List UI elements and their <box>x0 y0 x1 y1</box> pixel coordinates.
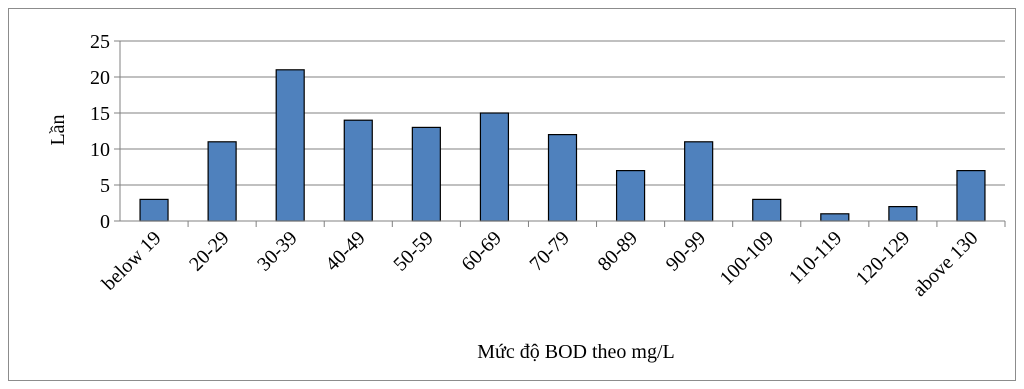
x-tick-label: 110-119 <box>785 227 847 289</box>
x-tick-label: 60-69 <box>457 227 506 276</box>
bar <box>411 126 441 222</box>
x-tick-label: 30-39 <box>253 227 302 276</box>
x-tick-label: 70-79 <box>525 227 574 276</box>
bar <box>139 198 169 222</box>
bar <box>956 170 986 222</box>
x-tick-label: 50-59 <box>389 227 438 276</box>
y-tick-label: 10 <box>90 139 110 161</box>
bar <box>343 119 373 222</box>
y-tick-label: 5 <box>100 175 110 197</box>
bar <box>479 112 510 222</box>
y-tick-labels: 0 5 10 15 20 25 <box>90 31 110 233</box>
y-tick-label: 25 <box>90 31 110 53</box>
x-tick-labels: below 19 20-29 30-39 40-49 50-59 60-69 70-79 80… <box>98 227 983 301</box>
bar <box>547 134 578 222</box>
bar <box>684 141 714 222</box>
x-tick-label: 80-89 <box>594 227 643 276</box>
x-tick-label: 90-99 <box>662 227 711 276</box>
y-tick-label: 20 <box>90 67 110 89</box>
bar <box>615 170 646 222</box>
bar <box>275 69 305 222</box>
bar <box>888 206 918 222</box>
x-tick-label: below 19 <box>98 227 166 295</box>
x-tick-label: 120-129 <box>852 227 915 290</box>
x-axis-title: Mức độ BOD theo mg/L <box>477 341 675 363</box>
y-tick-label: 0 <box>100 211 110 233</box>
x-tick-label: 40-49 <box>321 227 370 276</box>
x-tick-label: above 130 <box>908 227 982 301</box>
bars <box>139 69 986 222</box>
chart-frame <box>8 8 1016 381</box>
bar <box>752 198 782 222</box>
y-tick-label: 15 <box>90 103 110 125</box>
bar <box>820 213 850 222</box>
x-tick-label: 20-29 <box>185 227 234 276</box>
gridlines <box>114 40 1006 227</box>
bar <box>207 141 237 222</box>
y-axis-title: Lần <box>47 114 69 145</box>
x-tick-label: 100-109 <box>716 227 779 290</box>
